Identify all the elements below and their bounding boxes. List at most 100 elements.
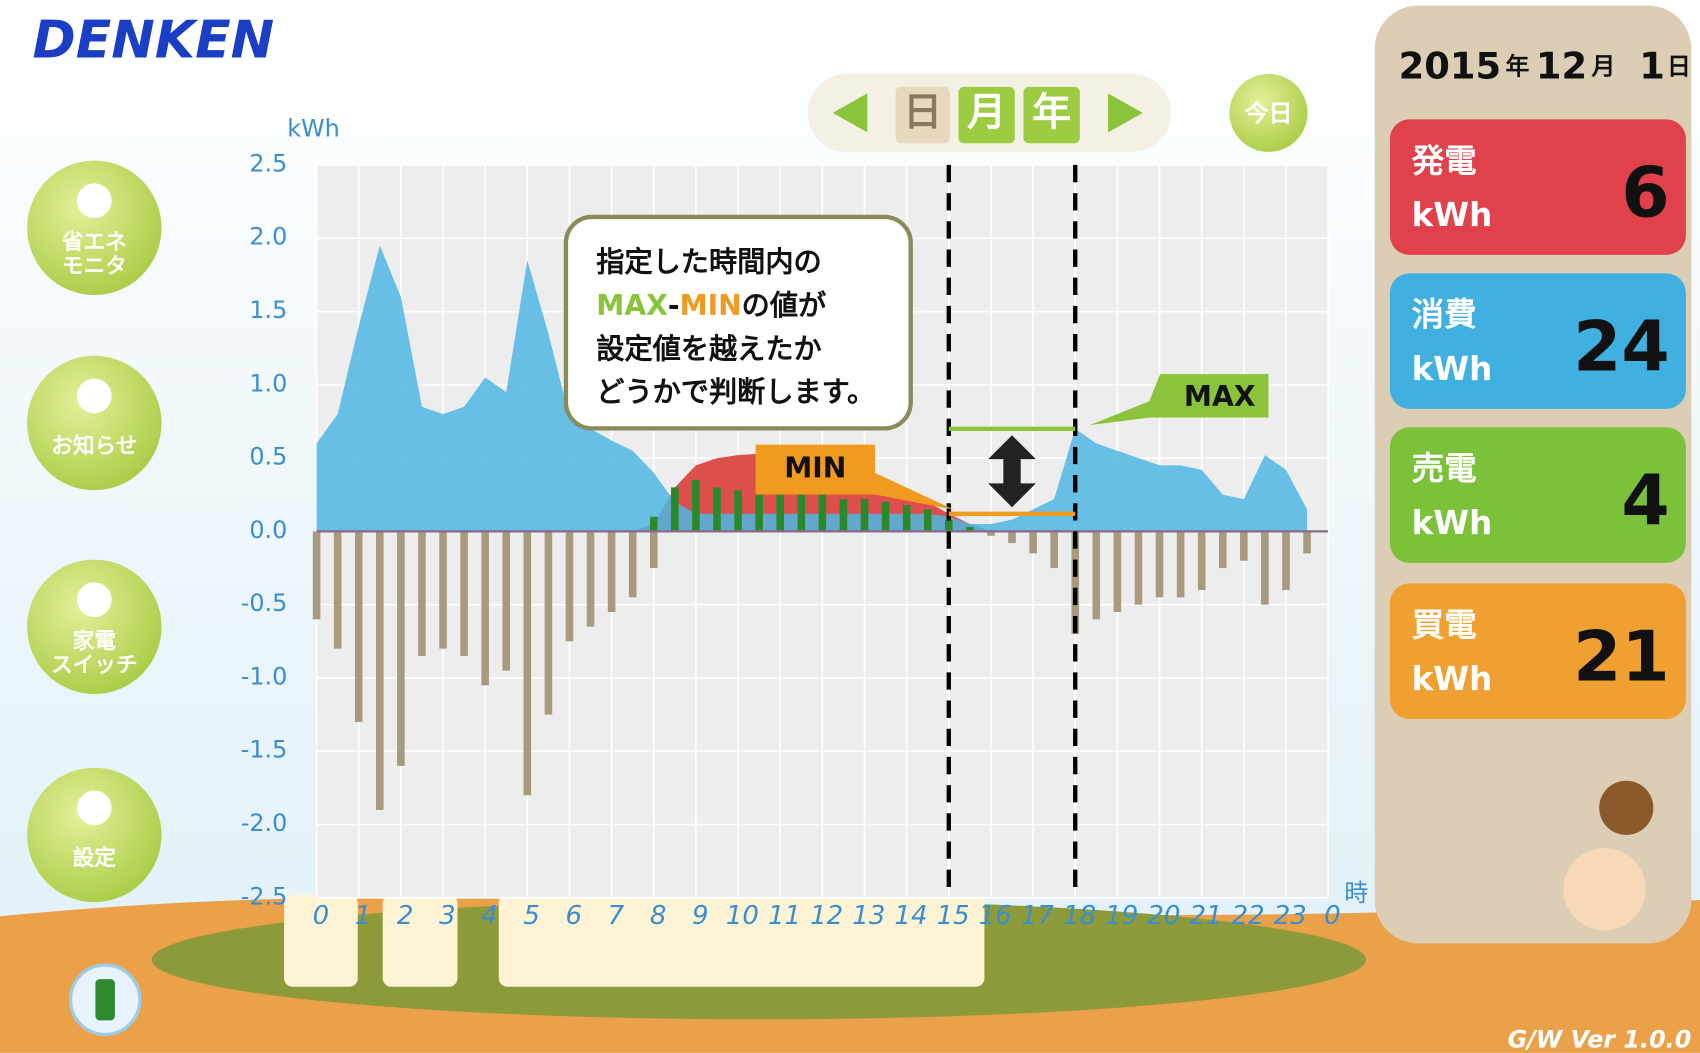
y-tick-label: 2.5 bbox=[249, 149, 287, 177]
bar bbox=[818, 494, 827, 532]
bar bbox=[945, 519, 953, 532]
bar bbox=[1134, 531, 1143, 605]
x-tick-label: 9 bbox=[692, 901, 709, 931]
year-label: 年 bbox=[1032, 91, 1071, 136]
menu-button[interactable] bbox=[27, 559, 162, 695]
menu-icon bbox=[76, 183, 112, 219]
bar bbox=[1176, 531, 1185, 598]
summary-card bbox=[1389, 119, 1686, 255]
bar bbox=[713, 487, 721, 532]
bar bbox=[586, 531, 595, 627]
callout-line: 設定値を越えたか bbox=[596, 332, 821, 365]
menu-button[interactable] bbox=[27, 767, 162, 903]
x-tick-label: 14 bbox=[894, 901, 927, 931]
x-tick-label: 4 bbox=[481, 901, 498, 931]
callout-line: MIN bbox=[680, 289, 742, 322]
x-tick-label: 19 bbox=[1105, 901, 1138, 931]
bar bbox=[1071, 531, 1080, 634]
callout-line: MAX bbox=[596, 289, 668, 322]
bar bbox=[439, 531, 447, 649]
card-value: 4 bbox=[1621, 461, 1669, 541]
bar bbox=[1113, 531, 1122, 612]
card-label: 売電 bbox=[1412, 450, 1477, 488]
year-button[interactable] bbox=[1023, 86, 1080, 144]
max-callout bbox=[1089, 374, 1269, 426]
card-label: 発電 bbox=[1412, 142, 1477, 180]
x-axis-label: 時 bbox=[1344, 879, 1368, 907]
x-tick-label: 17 bbox=[1021, 901, 1055, 931]
bar bbox=[671, 487, 679, 532]
bar bbox=[1261, 531, 1269, 605]
x-tick-label: 13 bbox=[852, 901, 885, 931]
bar bbox=[881, 502, 890, 532]
today-label: 今日 bbox=[1245, 100, 1293, 128]
date: 2015 年 12 月 1日 bbox=[1399, 44, 1691, 87]
today-button[interactable] bbox=[1229, 73, 1308, 152]
date-year: 2015 bbox=[1399, 44, 1502, 87]
day-button[interactable] bbox=[895, 86, 950, 144]
bar bbox=[1240, 531, 1248, 561]
summary-card bbox=[1389, 273, 1686, 409]
min-callout bbox=[755, 444, 955, 510]
bar bbox=[1092, 531, 1101, 620]
x-tick-label: 23 bbox=[1274, 901, 1307, 931]
y-tick-label: 1.0 bbox=[249, 369, 287, 397]
bar bbox=[776, 494, 785, 532]
month-button[interactable] bbox=[958, 86, 1015, 144]
bar bbox=[1029, 531, 1037, 554]
x-tick-label: 18 bbox=[1063, 901, 1096, 931]
bar bbox=[333, 531, 342, 649]
bar bbox=[1008, 531, 1016, 544]
y-tick-label: 0.5 bbox=[249, 443, 287, 471]
bar bbox=[418, 531, 426, 656]
bar bbox=[797, 494, 806, 532]
y-tick-label: -1.0 bbox=[241, 662, 288, 690]
callout-line: の値が bbox=[742, 289, 827, 322]
x-tick-label: 7 bbox=[608, 901, 625, 931]
card-label: 買電 bbox=[1412, 606, 1477, 644]
version: G/W Ver 1.0.0 bbox=[1508, 1025, 1692, 1053]
card-value: 6 bbox=[1621, 153, 1669, 233]
date-month-unit: 月 bbox=[1591, 52, 1616, 80]
bottom-slot bbox=[284, 894, 358, 987]
bar bbox=[1197, 531, 1206, 591]
next-button[interactable] bbox=[1108, 93, 1143, 133]
x-tick-label: 5 bbox=[523, 901, 540, 931]
card-unit: kWh bbox=[1412, 504, 1493, 542]
bar bbox=[481, 531, 489, 686]
callout-text: 指定した時間内の MAX-MINの値が設定値を越えたかどうかで判断します。 bbox=[596, 246, 875, 409]
bar bbox=[923, 509, 932, 532]
menu-label: お知らせ bbox=[51, 433, 137, 459]
bar bbox=[1282, 531, 1290, 591]
callout-box bbox=[563, 214, 913, 431]
x-tick-label: 0 bbox=[313, 901, 330, 931]
y-tick-label: -0.5 bbox=[241, 589, 288, 617]
menu-label: 設定 bbox=[73, 845, 117, 871]
summary-cards: 発電 kWh 6 消費 kWh 24 売電 kWh 4 買電 kWh 21 bbox=[1389, 119, 1686, 719]
bottom-slot bbox=[382, 894, 458, 987]
x-tick-label: 22 bbox=[1232, 901, 1265, 931]
summary-card bbox=[1389, 583, 1686, 719]
bar bbox=[755, 494, 763, 532]
bar bbox=[1303, 531, 1311, 554]
bar bbox=[354, 531, 363, 722]
card-unit: kWh bbox=[1412, 660, 1493, 698]
bar bbox=[628, 531, 637, 598]
x-tick-label: 10 bbox=[726, 901, 759, 931]
range-arrow bbox=[988, 435, 1036, 508]
bar bbox=[607, 531, 616, 612]
prev-button[interactable] bbox=[832, 93, 868, 133]
x-tick-label: 12 bbox=[810, 901, 843, 931]
menu-button[interactable] bbox=[27, 355, 162, 491]
bar bbox=[312, 531, 321, 620]
callout-line: 指定した時間内の bbox=[596, 246, 821, 279]
bar bbox=[397, 531, 405, 766]
menu-button[interactable] bbox=[27, 160, 162, 296]
card-label: 消費 bbox=[1412, 296, 1477, 334]
x-tick-label: 21 bbox=[1189, 901, 1222, 931]
x-tick-label: 6 bbox=[566, 901, 583, 931]
bar bbox=[1218, 531, 1227, 569]
card-value: 24 bbox=[1573, 307, 1670, 387]
date-day-unit: 日 bbox=[1667, 52, 1691, 80]
